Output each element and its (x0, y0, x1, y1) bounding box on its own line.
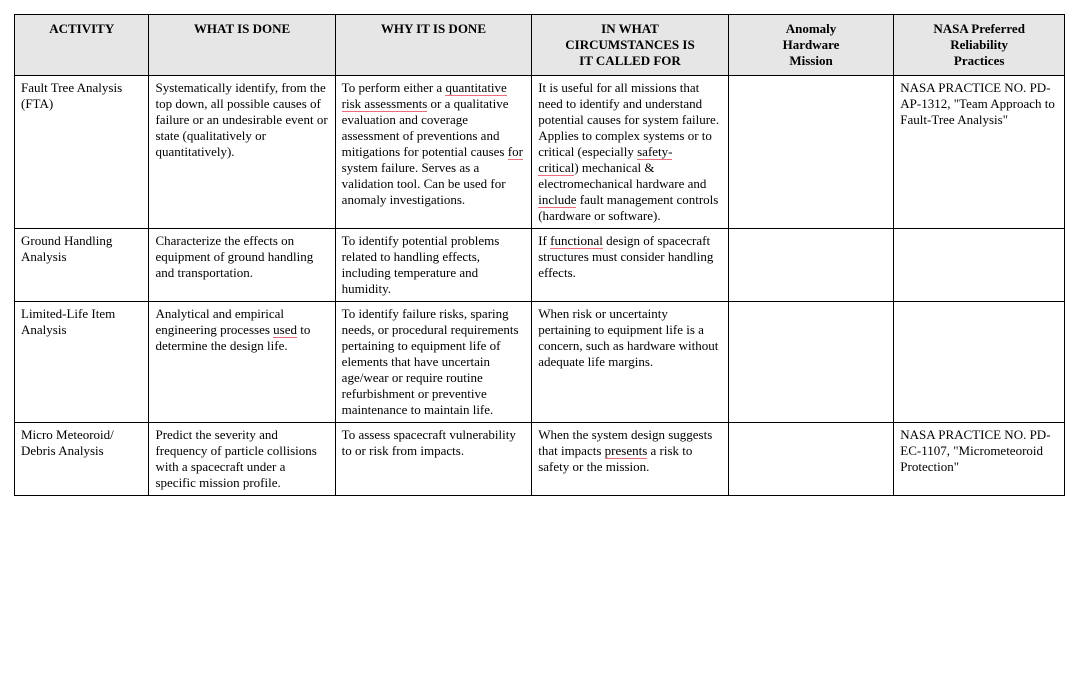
cell-circumstances: If functional design of spacecraft struc… (532, 229, 729, 302)
cell-anomaly (728, 423, 894, 496)
table-row: Micro Meteoroid/ Debris Analysis Predict… (15, 423, 1065, 496)
col-header-text: Reliability (950, 37, 1008, 52)
col-header-text: WHY IT IS DONE (381, 21, 486, 36)
col-header-text: IT CALLED FOR (579, 53, 681, 68)
col-header-text: Anomaly (786, 21, 837, 36)
cell-why: To identify failure risks, sparing needs… (335, 302, 532, 423)
table-header: ACTIVITY WHAT IS DONE WHY IT IS DONE IN … (15, 15, 1065, 76)
cell-what: Analytical and empirical engineering pro… (149, 302, 335, 423)
cell-activity: Ground Handling Analysis (15, 229, 149, 302)
cell-activity: Limited-Life Item Analysis (15, 302, 149, 423)
proof-underline: for (508, 144, 523, 160)
proof-underline: critical (538, 160, 574, 176)
proof-underline: include (538, 192, 576, 208)
cell-anomaly (728, 229, 894, 302)
cell-circumstances: When risk or uncertainty pertaining to e… (532, 302, 729, 423)
cell-nasa: NASA PRACTICE NO. PD-EC-1107, "Micromete… (894, 423, 1065, 496)
col-header-text: NASA Preferred (933, 21, 1025, 36)
col-header-text: IN WHAT (601, 21, 659, 36)
col-header-text: Practices (954, 53, 1005, 68)
cell-what: Characterize the effects on equipment of… (149, 229, 335, 302)
col-header-text: WHAT IS DONE (194, 21, 290, 36)
proof-underline: functional (550, 233, 603, 249)
cell-anomaly (728, 302, 894, 423)
col-header-circumstances: IN WHAT CIRCUMSTANCES IS IT CALLED FOR (532, 15, 729, 76)
cell-circumstances: It is useful for all missions that need … (532, 76, 729, 229)
cell-nasa (894, 302, 1065, 423)
cell-what: Systematically identify, from the top do… (149, 76, 335, 229)
proof-underline: safety- (637, 144, 672, 160)
col-header-text: Mission (789, 53, 832, 68)
table-row: Limited-Life Item Analysis Analytical an… (15, 302, 1065, 423)
col-header-text: Hardware (783, 37, 840, 52)
reliability-activities-table: ACTIVITY WHAT IS DONE WHY IT IS DONE IN … (14, 14, 1065, 496)
col-header-activity: ACTIVITY (15, 15, 149, 76)
proof-underline: used (273, 322, 297, 338)
col-header-why: WHY IT IS DONE (335, 15, 532, 76)
table-row: Ground Handling Analysis Characterize th… (15, 229, 1065, 302)
cell-circumstances: When the system design suggests that imp… (532, 423, 729, 496)
cell-nasa: NASA PRACTICE NO. PD-AP-1312, "Team Appr… (894, 76, 1065, 229)
cell-why: To identify potential problems related t… (335, 229, 532, 302)
cell-activity: Micro Meteoroid/ Debris Analysis (15, 423, 149, 496)
cell-activity: Fault Tree Analysis (FTA) (15, 76, 149, 229)
cell-why: To perform either a quantitative risk as… (335, 76, 532, 229)
cell-why: To assess spacecraft vulnerability to or… (335, 423, 532, 496)
col-header-text: ACTIVITY (49, 21, 114, 36)
proof-underline: presents (605, 443, 648, 459)
col-header-text: CIRCUMSTANCES IS (565, 37, 694, 52)
cell-anomaly (728, 76, 894, 229)
proof-underline: quantitative risk assessments (342, 80, 507, 112)
table-row: Fault Tree Analysis (FTA) Systematically… (15, 76, 1065, 229)
cell-what: Predict the severity and frequency of pa… (149, 423, 335, 496)
col-header-nasa: NASA Preferred Reliability Practices (894, 15, 1065, 76)
col-header-what: WHAT IS DONE (149, 15, 335, 76)
cell-nasa (894, 229, 1065, 302)
col-header-anomaly: Anomaly Hardware Mission (728, 15, 894, 76)
